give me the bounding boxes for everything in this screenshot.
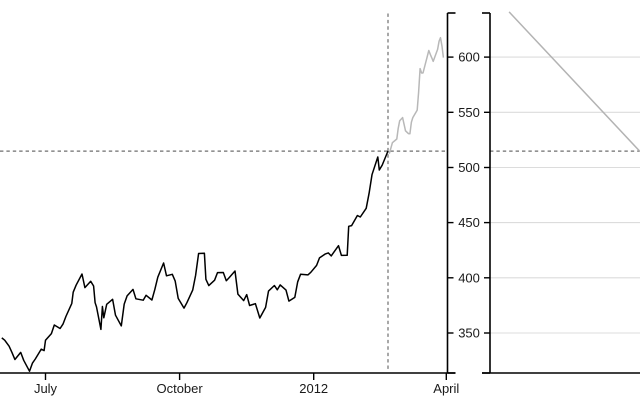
x-tick-label: April — [433, 381, 459, 396]
y-tick-label: 400 — [458, 270, 480, 285]
x-axis: July October 2012 April — [0, 372, 640, 396]
y-tick-label: 600 — [458, 50, 480, 65]
x-tick-label: October — [156, 381, 203, 396]
y-tick-label: 350 — [458, 325, 480, 340]
y-tick-label: 500 — [458, 160, 480, 175]
price-series — [1, 36, 445, 372]
shared-y-axis: 350 400 450 500 550 600 — [446, 12, 491, 374]
x-tick-label: July — [34, 381, 58, 396]
y-tick-label: 550 — [458, 105, 480, 120]
price-line-future — [387, 36, 445, 154]
side-panel-gridlines — [490, 56, 640, 334]
x-tick-label: 2012 — [299, 381, 328, 396]
y-tick-label: 450 — [458, 215, 480, 230]
side-panel — [508, 11, 640, 153]
price-line-history — [1, 150, 389, 372]
panel-diagonal-line — [508, 11, 640, 153]
crosshair-dashed-markers — [0, 13, 640, 372]
